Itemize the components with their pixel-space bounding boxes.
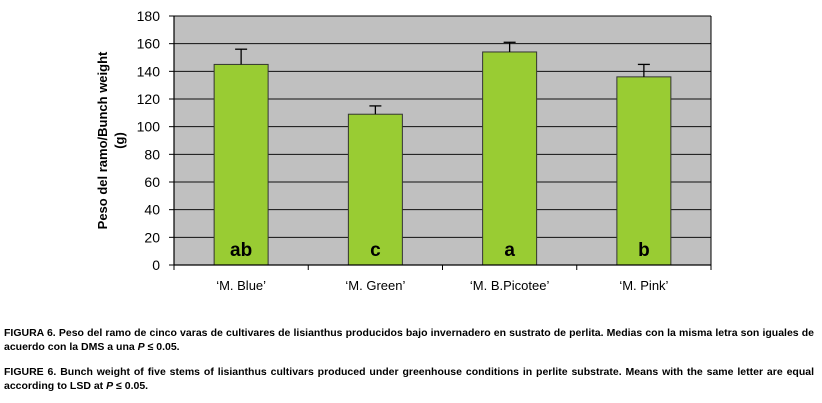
caption-spanish-threshold: ≤ 0.05. (147, 340, 180, 353)
y-tick-label: 40 (144, 202, 160, 218)
y-tick-label: 120 (137, 91, 161, 107)
y-tick-label: 20 (144, 229, 160, 245)
bar (213, 63, 269, 266)
caption-spanish-label: FIGURA 6. (4, 327, 56, 339)
x-tick-label: ‘M. Green’ (345, 278, 405, 293)
y-tick-label: 140 (137, 63, 161, 79)
x-tick-labels: ‘M. Blue’ ‘M. Green’ ‘M. B.Picotee’ ‘M. Pin… (173, 265, 712, 293)
caption-english-p: P (106, 379, 114, 392)
x-tick-label: ‘M. B.Picotee’ (470, 278, 550, 293)
bar-letter-label: c (370, 240, 381, 261)
y-tick-label: 80 (144, 146, 160, 162)
caption-english-threshold: ≤ 0.05. (116, 379, 149, 392)
caption-spanish: FIGURA 6. Peso del ramo de cinco varas d… (4, 327, 814, 354)
bar-letter-label: ab (230, 240, 252, 261)
y-tick-label: 0 (152, 257, 160, 273)
bar-letter-labels: ab c a b (230, 240, 650, 261)
y-tick-label: 60 (144, 174, 160, 190)
bar-letter-label: b (638, 240, 650, 261)
bar-chart: 0 20 40 60 80 100 120 140 160 180 ‘M. Blue’ ‘M. Gr… (95, 8, 712, 293)
y-tick-label: 160 (137, 36, 161, 52)
y-tick-label: 100 (137, 119, 161, 135)
y-tick-labels: 0 20 40 60 80 100 120 140 160 180 (137, 8, 174, 273)
caption-english: FIGURE 6. Bunch weight of five stems of … (4, 366, 814, 393)
caption-spanish-p: P (137, 340, 145, 353)
y-axis-label-unit: (g) (112, 132, 127, 149)
bar (482, 51, 538, 266)
bar-letter-label: a (504, 240, 515, 261)
caption-spanish-text: Peso del ramo de cinco varas de cultivar… (4, 327, 814, 353)
caption-english-text: Bunch weight of five stems of lisianthus… (4, 366, 814, 392)
y-axis-label: Peso del ramo/Bunch weight (95, 51, 110, 229)
x-tick-label: ‘M. Blue’ (216, 278, 266, 293)
y-tick-label: 180 (137, 8, 161, 24)
bar (616, 76, 672, 266)
bars (213, 51, 672, 266)
x-tick-label: ‘M. Pink’ (619, 278, 668, 293)
error-bars (235, 41, 650, 115)
caption-english-label: FIGURE 6. (4, 366, 57, 378)
